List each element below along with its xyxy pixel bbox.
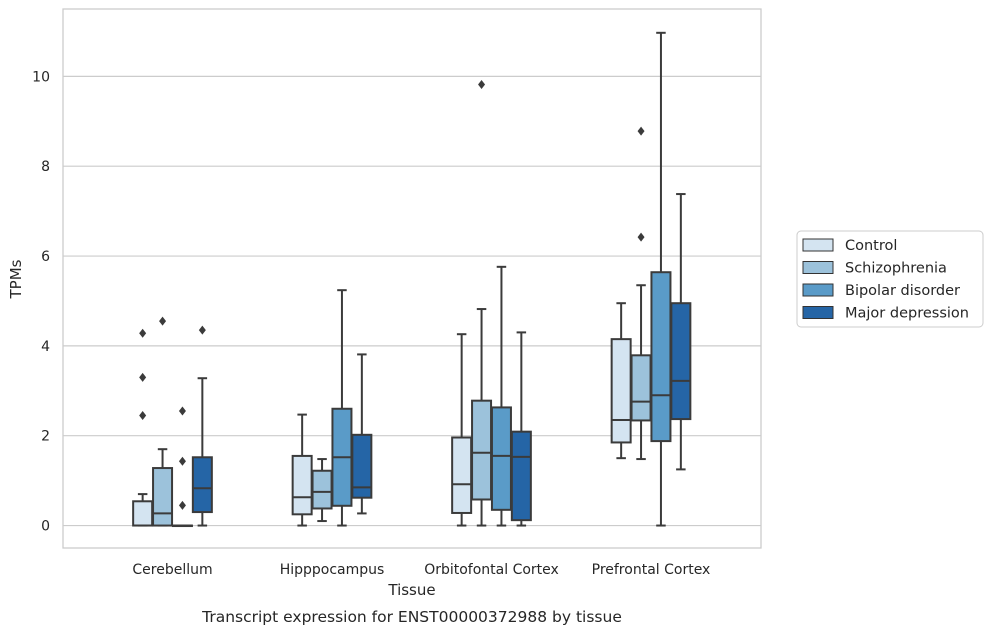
box-iqr	[291, 454, 313, 516]
outlier-point	[139, 372, 147, 382]
y-tick-labels: 0 2 4 6 8 10	[32, 69, 50, 534]
y-axis-label: TPMs	[7, 259, 25, 299]
box-0-3	[191, 325, 213, 527]
box-3-1	[630, 126, 652, 461]
box-iqr	[610, 338, 632, 444]
box-2-0	[451, 333, 473, 527]
box-0-1	[152, 316, 174, 527]
outlier-point	[139, 328, 147, 338]
box-1-3	[351, 353, 373, 515]
outlier-point	[637, 232, 645, 242]
y-tick-label: 6	[41, 249, 50, 265]
outlier-point	[178, 406, 186, 416]
legend-label: Major depression	[845, 306, 969, 322]
legend-swatch	[802, 238, 834, 252]
legend-label: Bipolar disorder	[845, 283, 960, 299]
legend-frame	[796, 230, 984, 328]
box-iqr	[191, 456, 213, 514]
legend-swatch	[802, 261, 834, 274]
y-tick-label: 8	[41, 159, 50, 175]
box-1-0	[291, 413, 313, 527]
box-iqr	[490, 406, 512, 511]
box-iqr	[630, 354, 652, 422]
box-2-1	[471, 79, 493, 527]
legend-label: Schizophrenia	[845, 261, 947, 277]
y-tick-label: 2	[41, 429, 50, 445]
box-0-2	[171, 406, 193, 528]
box-3-3	[670, 193, 692, 471]
box-iqr	[471, 399, 493, 501]
outlier-point	[178, 500, 186, 510]
box-1-2	[331, 289, 353, 527]
legend-swatch	[802, 306, 834, 319]
legend: Control Schizophrenia Bipolar disorder Majo…	[796, 230, 984, 328]
box-iqr	[650, 271, 672, 443]
box-iqr	[311, 469, 333, 510]
x-tick-labels: Cerebellum Hipppocampus Orbitofontal Corte…	[132, 562, 710, 578]
y-tick-label: 4	[41, 339, 50, 355]
box-3-0	[610, 302, 632, 460]
x-axis-label: Tissue	[387, 581, 435, 599]
box-iqr	[451, 436, 473, 514]
box-group	[132, 31, 692, 528]
y-tick-label: 10	[32, 69, 50, 85]
x-tick-label: Cerebellum	[132, 562, 212, 578]
outlier-point	[198, 325, 206, 335]
box-iqr	[510, 430, 532, 522]
legend-label: Control	[845, 238, 897, 254]
outlier-point	[139, 410, 147, 420]
x-tick-label: Hipppocampus	[280, 562, 385, 578]
outlier-point	[178, 456, 186, 466]
box-iqr	[351, 433, 373, 499]
x-tick-label: Prefrontal Cortex	[592, 562, 711, 578]
outlier-point	[478, 79, 486, 89]
box-2-3	[510, 331, 532, 527]
outlier-point	[637, 126, 645, 136]
box-3-2	[650, 31, 672, 527]
box-iqr	[670, 302, 692, 421]
legend-swatch	[802, 283, 834, 297]
box-iqr	[152, 467, 174, 527]
outlier-point	[159, 316, 167, 326]
chart-caption: Transcript expression for ENST0000037298…	[201, 608, 622, 626]
box-0-0	[132, 328, 154, 527]
x-tick-label: Orbitofontal Cortex	[424, 562, 559, 578]
plot-frame	[62, 8, 762, 549]
box-iqr	[132, 500, 154, 527]
y-tick-label: 0	[41, 519, 50, 535]
